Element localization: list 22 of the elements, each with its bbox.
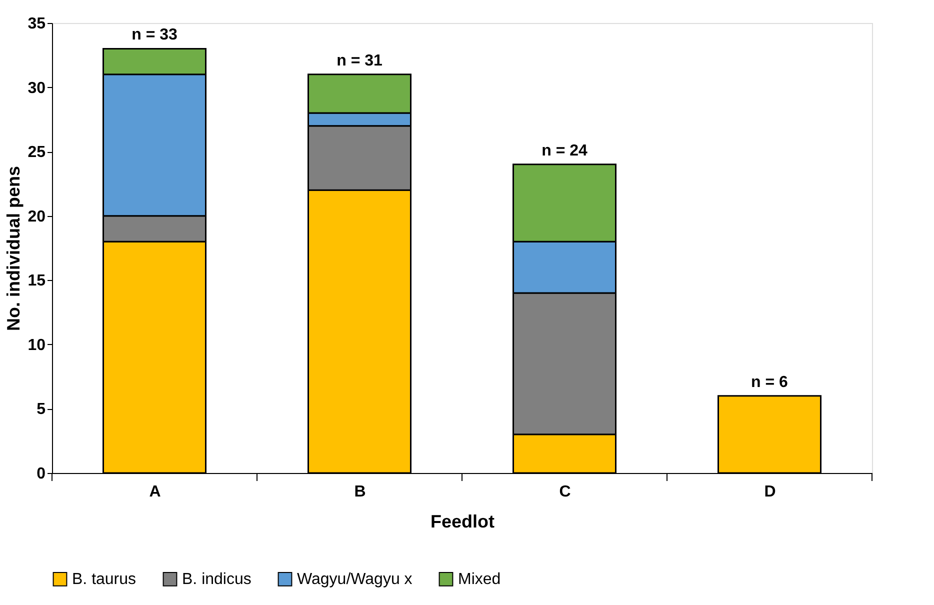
legend-label: B. indicus [182, 571, 252, 588]
y-tick-label: 20 [28, 208, 46, 226]
x-tick-label: D [764, 484, 776, 500]
x-axis-title: Feedlot [430, 512, 495, 532]
total-label: n = 24 [542, 142, 588, 160]
y-tick-label: 0 [36, 466, 46, 482]
total-label: n = 33 [132, 26, 178, 44]
x-tick-label: C [559, 484, 572, 500]
x-tick-label: B [354, 484, 366, 500]
y-tick-label: 5 [36, 401, 46, 418]
legend-label: B. taurus [72, 571, 136, 588]
x-tick-label: A [149, 484, 162, 500]
y-axis-title: No. individual pens [4, 166, 24, 332]
y-tick-label: 10 [28, 336, 46, 354]
y-tick-label: 25 [28, 144, 46, 162]
legend-label: Mixed [458, 571, 501, 588]
total-label: n = 6 [751, 374, 788, 391]
legend-label: Wagyu/Wagyu x [297, 571, 412, 588]
y-tick-label: 15 [28, 272, 46, 290]
y-tick-label: 30 [28, 80, 46, 97]
y-tick-label: 35 [28, 16, 46, 32]
total-label: n = 31 [336, 52, 382, 70]
